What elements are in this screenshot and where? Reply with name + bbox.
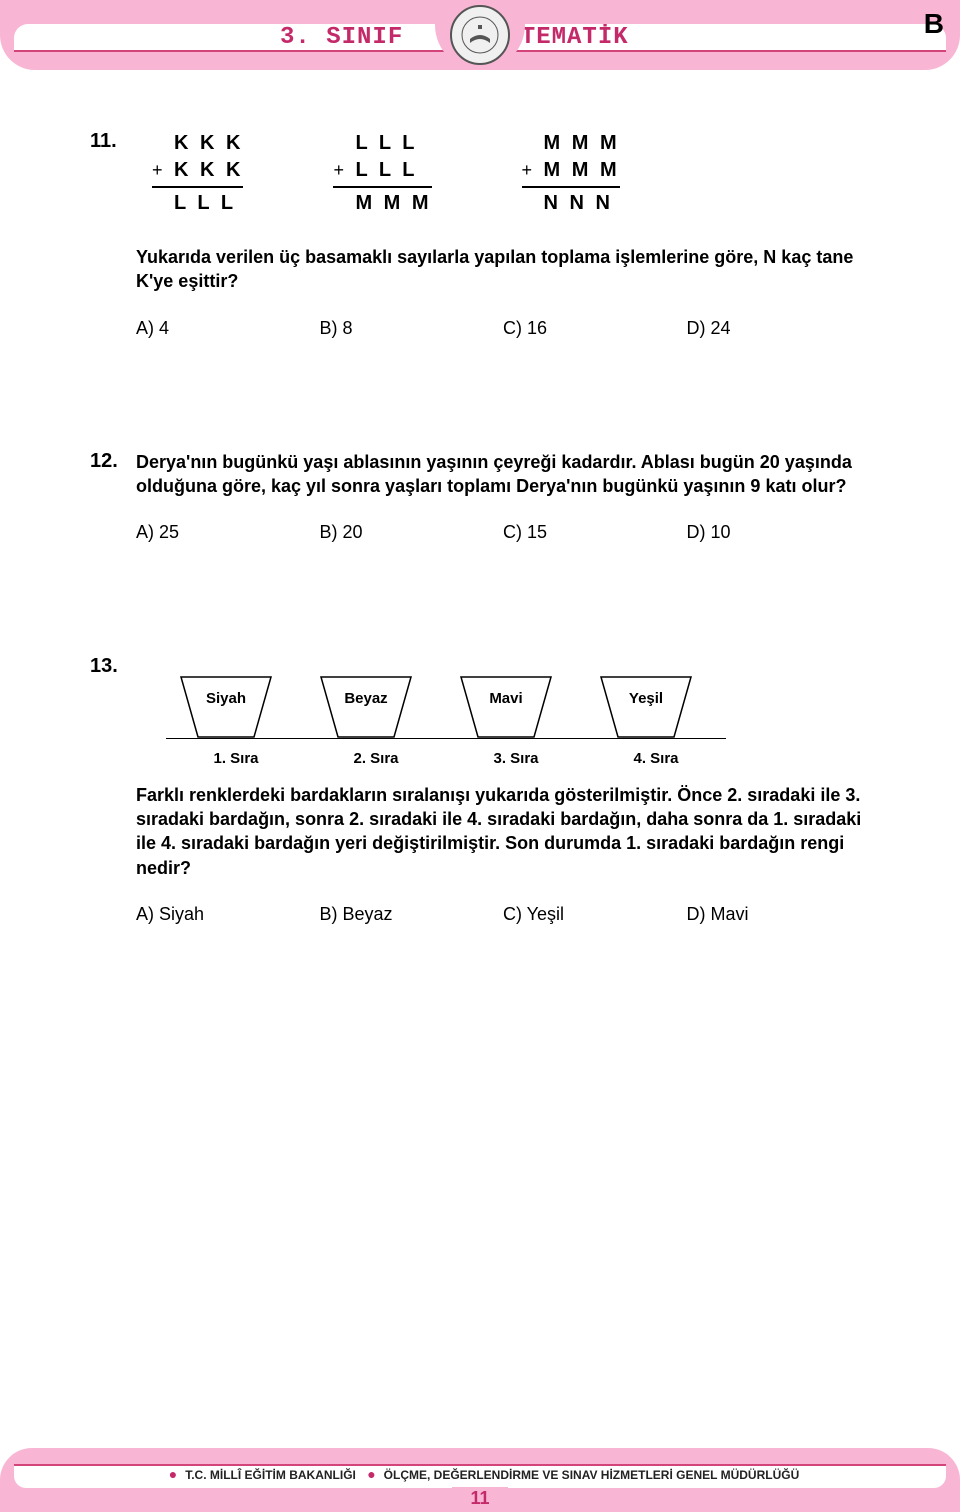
question-text: Farklı renklerdeki bardakların sıralanış…	[136, 783, 870, 880]
footer-text: ● T.C. MİLLÎ EĞİTİM BAKANLIĞI ● ÖLÇME, DEĞ…	[0, 1466, 960, 1482]
option-b[interactable]: B) 20	[320, 520, 504, 544]
arith-col: K K K +K K K L L L	[152, 130, 243, 217]
option-a[interactable]: A) 25	[136, 520, 320, 544]
cup-label: Yeşil	[596, 689, 696, 709]
arith-sum: L L L	[152, 186, 243, 217]
bullet-icon: ●	[367, 1466, 375, 1482]
bullet-icon: ●	[169, 1466, 177, 1482]
arith-addend: M M M	[522, 130, 620, 157]
option-d[interactable]: D) 24	[687, 316, 871, 340]
answer-options: A) 4 B) 8 C) 16 D) 24	[136, 316, 870, 340]
question-text: Derya'nın bugünkü yaşı ablasının yaşının…	[136, 450, 870, 499]
sira-label: 4. Sıra	[586, 749, 726, 769]
cup-icon: Beyaz	[316, 675, 416, 739]
option-a[interactable]: A) Siyah	[136, 902, 320, 926]
arith-addend: M M M	[544, 157, 620, 184]
question-text: Yukarıda verilen üç basamaklı sayılarla …	[136, 245, 870, 294]
sira-label: 1. Sıra	[166, 749, 306, 769]
arith-addend: K K K	[174, 157, 243, 184]
question-11: 11. K K K +K K K L L L L L L +L L L M M …	[90, 130, 870, 340]
sira-label: 2. Sıra	[306, 749, 446, 769]
option-c[interactable]: C) Yeşil	[503, 902, 687, 926]
answer-options: A) Siyah B) Beyaz C) Yeşil D) Mavi	[136, 902, 870, 926]
option-d[interactable]: D) Mavi	[687, 902, 871, 926]
plus-icon: +	[333, 158, 355, 182]
question-number: 13.	[90, 655, 136, 678]
sira-labels: 1. Sıra 2. Sıra 3. Sıra 4. Sıra	[166, 749, 726, 769]
answer-options: A) 25 B) 20 C) 15 D) 10	[136, 520, 870, 544]
plus-icon: +	[152, 158, 174, 182]
footer-dept: ÖLÇME, DEĞERLENDİRME VE SINAV HİZMETLERİ…	[384, 1468, 800, 1482]
plus-icon: +	[522, 158, 544, 182]
sira-label: 3. Sıra	[446, 749, 586, 769]
question-12: 12. Derya'nın bugünkü yaşı ablasının yaş…	[90, 450, 870, 545]
option-c[interactable]: C) 16	[503, 316, 687, 340]
arith-addend: L L L	[355, 157, 417, 184]
cup-label: Mavi	[456, 689, 556, 709]
header-booklet-badge: B	[924, 8, 944, 40]
option-b[interactable]: B) 8	[320, 316, 504, 340]
arith-addend: K K K	[152, 130, 243, 157]
arith-sum: M M M	[333, 186, 431, 217]
cup-label: Beyaz	[316, 689, 416, 709]
question-number: 12.	[90, 450, 136, 473]
cup-icon: Siyah	[176, 675, 276, 739]
cup-icon: Yeşil	[596, 675, 696, 739]
header-grade: 3. SINIF	[280, 24, 403, 51]
option-d[interactable]: D) 10	[687, 520, 871, 544]
page-number-wrap: 11	[0, 1487, 960, 1510]
question-number: 11.	[90, 130, 136, 153]
option-a[interactable]: A) 4	[136, 316, 320, 340]
cup-icon: Mavi	[456, 675, 556, 739]
page-number: 11	[452, 1487, 507, 1510]
cup-label: Siyah	[176, 689, 276, 709]
option-c[interactable]: C) 15	[503, 520, 687, 544]
arith-sum: N N N	[522, 186, 620, 217]
footer-org: T.C. MİLLÎ EĞİTİM BAKANLIĞI	[185, 1468, 356, 1482]
cups-diagram: Siyah Beyaz Mavi Yeşil 1. Sıra 2. Sıra 3. S…	[166, 663, 726, 773]
content-area: 11. K K K +K K K L L L L L L +L L L M M …	[90, 130, 870, 966]
arith-col: M M M +M M M N N N	[522, 130, 620, 217]
question-13: 13. Siyah Beyaz Mavi Yeşil 1. Sıra 2. Sıra …	[90, 655, 870, 926]
meb-logo-icon	[450, 5, 510, 65]
arith-addend: L L L	[333, 130, 431, 157]
q11-arithmetic: K K K +K K K L L L L L L +L L L M M M M …	[152, 130, 870, 217]
option-b[interactable]: B) Beyaz	[320, 902, 504, 926]
arith-col: L L L +L L L M M M	[333, 130, 431, 217]
